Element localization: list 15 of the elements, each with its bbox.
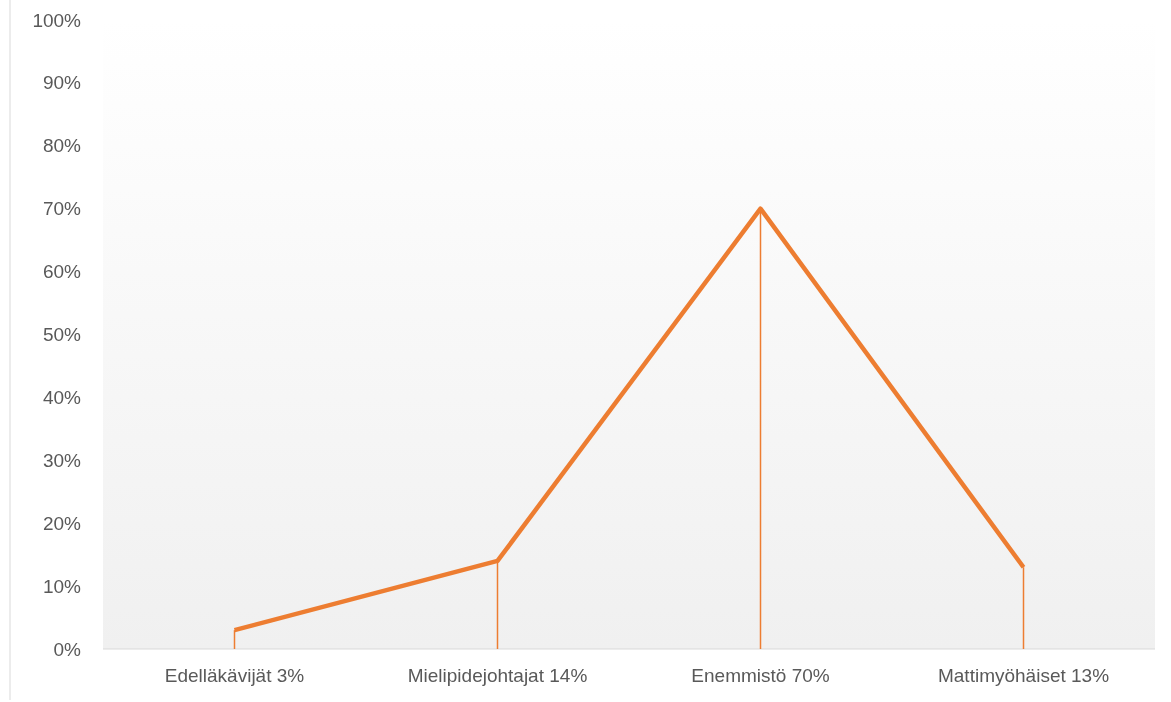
y-tick-label: 90% bbox=[42, 72, 82, 94]
y-tick-label: 30% bbox=[42, 449, 82, 471]
x-tick-label: Mattimyöhäiset 13% bbox=[937, 665, 1110, 687]
y-tick-label: 0% bbox=[53, 638, 82, 660]
y-tick-label: 60% bbox=[42, 261, 82, 283]
y-tick-label: 40% bbox=[42, 386, 82, 408]
y-tick-label: 10% bbox=[42, 575, 82, 597]
y-tick-label: 70% bbox=[42, 198, 82, 220]
x-tick-label: Mielipidejohtajat 14% bbox=[407, 665, 588, 687]
y-tick-label: 100% bbox=[32, 9, 82, 31]
x-tick-label: Edelläkävijät 3% bbox=[164, 665, 305, 687]
x-tick-label: Enemmistö 70% bbox=[691, 665, 830, 687]
y-tick-label: 80% bbox=[42, 135, 82, 157]
y-tick-label: 20% bbox=[42, 512, 82, 534]
y-tick-label: 50% bbox=[42, 324, 82, 346]
